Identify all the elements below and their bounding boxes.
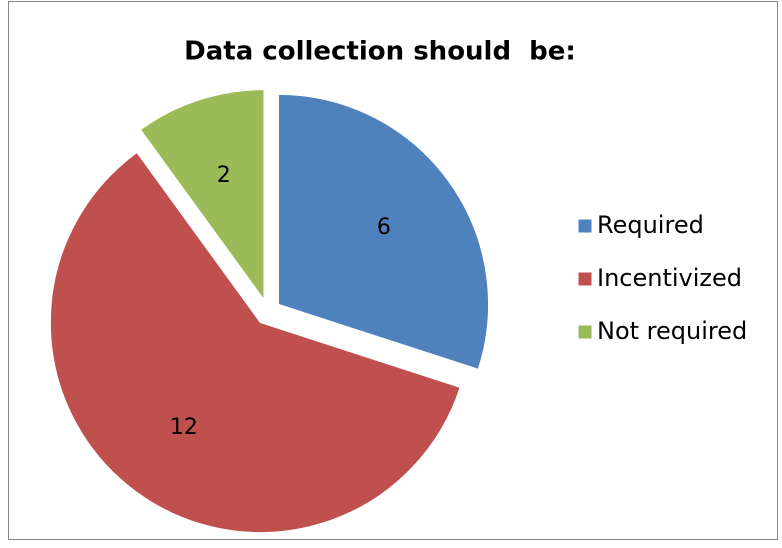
slice-label: 12 [170, 415, 198, 440]
legend-label: Not required [597, 317, 747, 345]
pie-slice [278, 93, 489, 370]
legend-label: Incentivized [597, 264, 742, 292]
legend-swatch [577, 271, 593, 287]
slice-label: 6 [377, 215, 391, 240]
pie-slice [139, 89, 265, 302]
legend-label: Required [597, 211, 704, 239]
legend-swatch [577, 218, 593, 234]
chart-title: Data collection should be: [184, 37, 576, 67]
legend-swatch [577, 324, 593, 340]
pie-slice [49, 151, 461, 534]
slice-label: 2 [217, 163, 231, 188]
